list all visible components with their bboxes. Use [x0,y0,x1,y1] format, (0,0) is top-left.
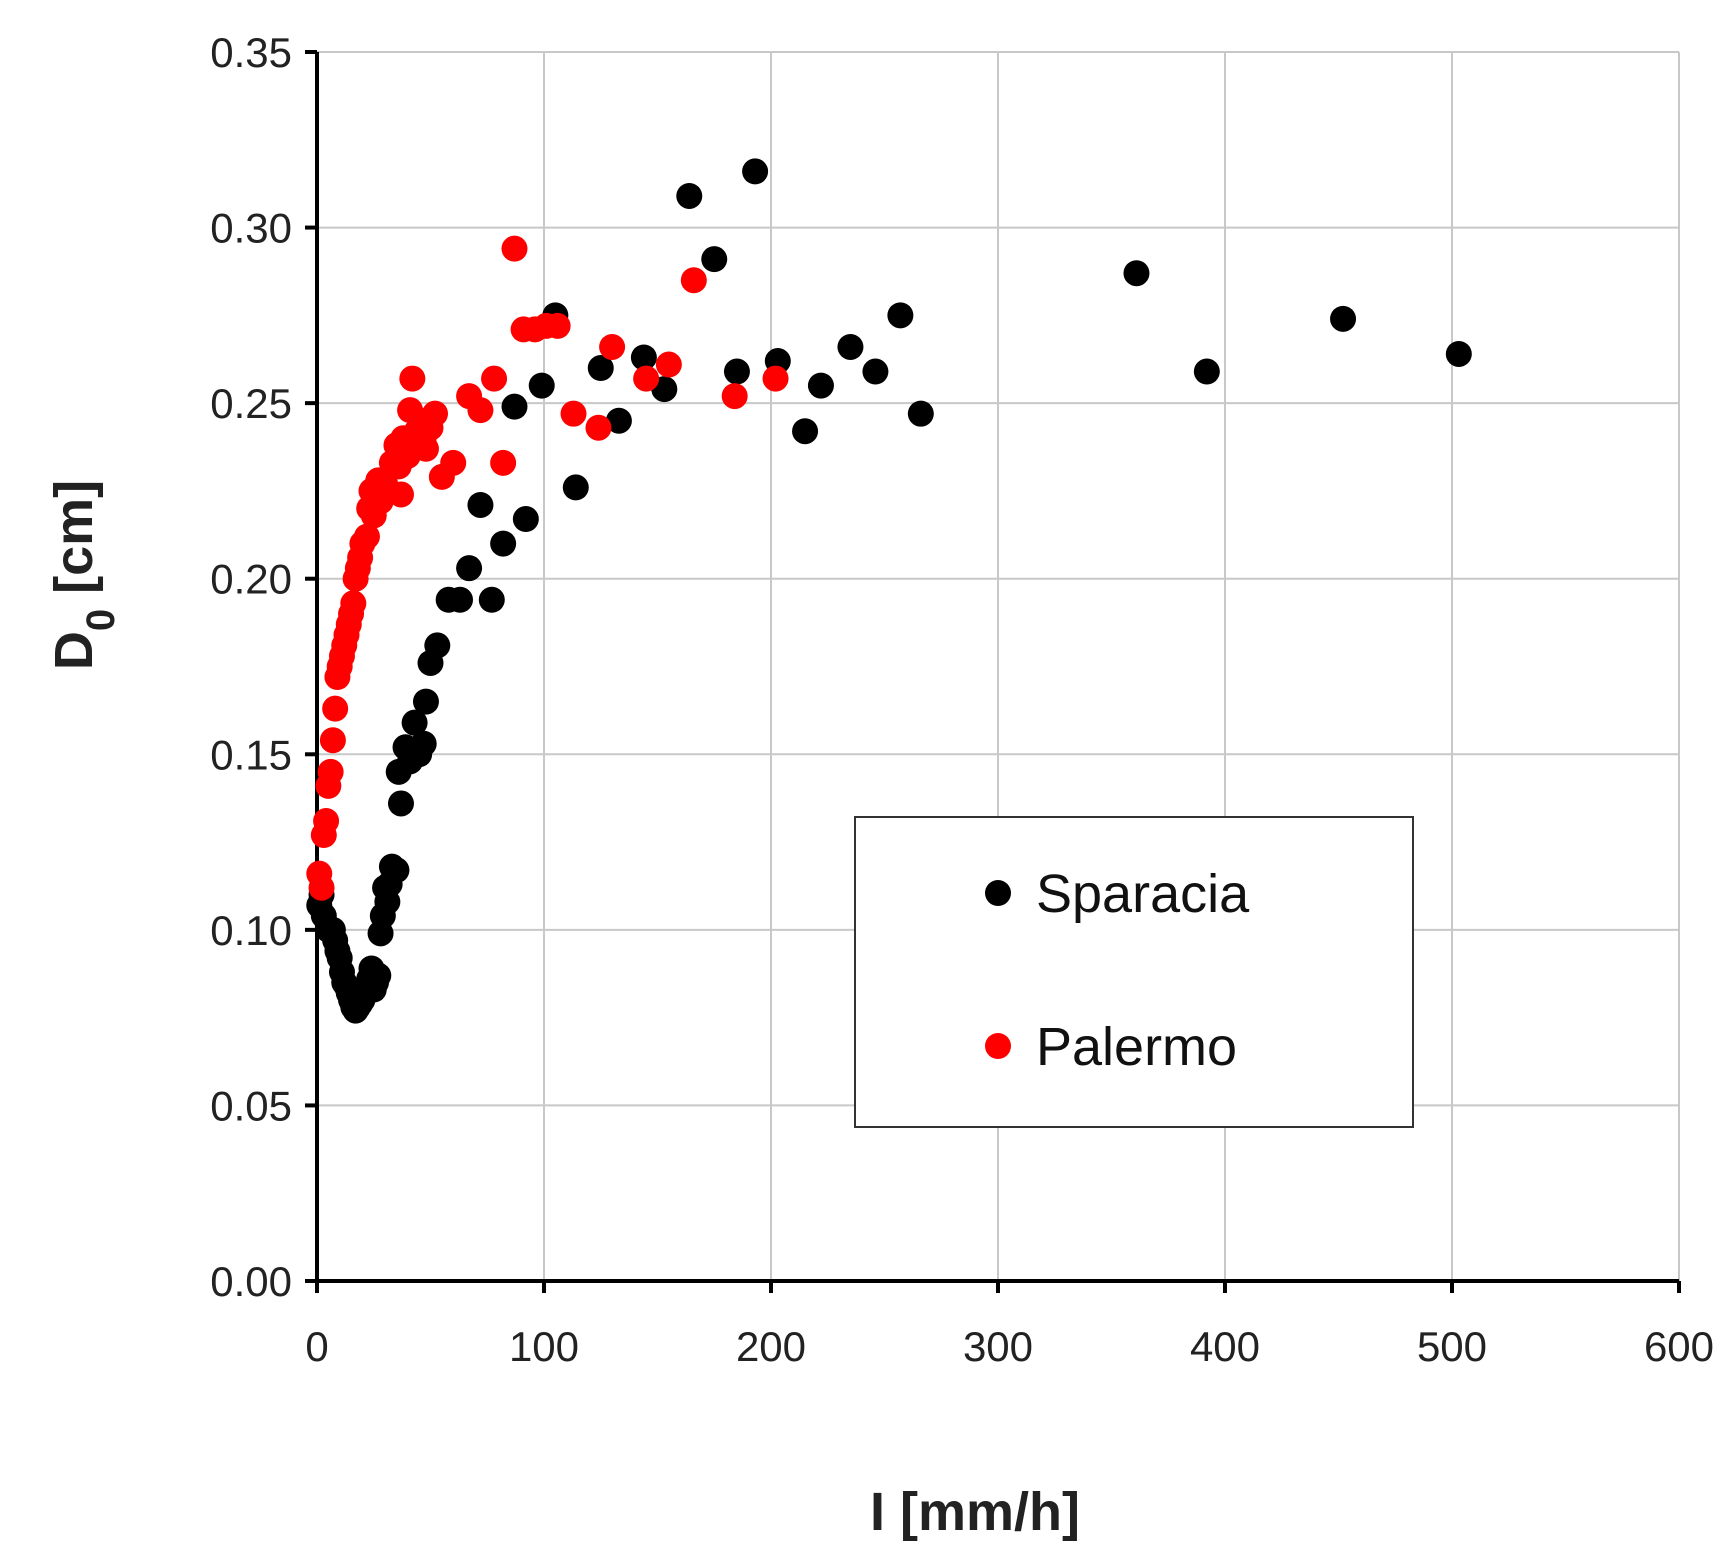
x-tick-label: 600 [1644,1323,1714,1370]
data-point-sparacia [1123,260,1150,287]
data-point-sparacia [501,393,528,420]
data-point-sparacia [907,400,934,427]
data-point-sparacia [1193,358,1220,385]
data-point-sparacia [723,358,750,385]
y-tick-label: 0.20 [210,556,292,603]
data-point-sparacia [587,355,614,382]
data-point-palermo [501,235,528,262]
data-point-palermo [585,414,612,441]
data-point-sparacia [676,182,703,209]
data-point-palermo [340,590,367,617]
data-point-sparacia [630,344,657,371]
y-tick-label: 0.05 [210,1082,292,1129]
data-point-palermo [633,365,660,392]
data-point-palermo [319,727,346,754]
y-tick-label: 0.15 [210,731,292,778]
data-point-palermo [412,435,439,462]
y-tick-label: 0.30 [210,205,292,252]
data-point-sparacia [456,555,483,582]
data-point-sparacia [887,302,914,329]
data-point-sparacia [387,790,414,817]
data-point-sparacia [447,586,474,613]
x-tick-label: 200 [736,1323,806,1370]
data-point-palermo [440,449,467,476]
x-tick-label: 400 [1190,1323,1260,1370]
data-point-sparacia [742,158,769,185]
data-point-palermo [680,267,707,294]
data-point-sparacia [562,474,589,501]
grid [317,51,1680,1281]
data-point-sparacia [490,530,517,557]
y-tick-label: 0.10 [210,907,292,954]
data-point-sparacia [512,506,539,533]
data-point-palermo [490,449,517,476]
y-axis-title-main: D [44,631,104,670]
data-point-sparacia [528,372,555,399]
data-point-sparacia [862,358,889,385]
data-point-palermo [762,365,789,392]
x-axis-title: I [mm/h] [870,1482,1080,1542]
y-tick-label: 0.00 [210,1258,292,1305]
data-point-palermo [599,333,626,360]
data-points [306,158,1472,1024]
data-point-palermo [308,874,335,901]
data-point-sparacia [807,372,834,399]
data-point-palermo [655,351,682,378]
legend-marker-palermo [985,1033,1011,1059]
data-point-palermo [422,400,449,427]
data-point-palermo [322,695,349,722]
x-tick-label: 500 [1417,1323,1487,1370]
data-point-palermo [721,383,748,410]
y-axis-title-unit: [cm] [44,480,104,609]
y-axis-title-subscript: 0 [79,609,123,631]
y-axis-ticks: 0.00 0.05 0.10 0.15 0.20 0.25 0.30 0.35 [210,29,317,1305]
data-point-palermo [353,523,380,550]
legend: Sparacia Palermo [854,816,1414,1128]
data-point-palermo [467,397,494,424]
data-point-palermo [387,481,414,508]
data-point-sparacia [792,418,819,445]
x-axis-ticks: 0 100 200 300 400 500 600 [305,1281,1714,1370]
x-tick-label: 0 [305,1323,328,1370]
x-tick-label: 100 [509,1323,579,1370]
data-point-sparacia [478,586,505,613]
legend-marker-sparacia [985,880,1011,906]
data-point-palermo [560,400,587,427]
data-point-palermo [313,808,340,835]
data-point-sparacia [424,632,451,659]
data-point-sparacia [701,246,728,273]
legend-box [854,816,1414,1128]
data-point-palermo [317,758,344,785]
data-point-palermo [544,312,571,339]
y-axis-title: D0 [cm] [44,480,123,670]
data-point-sparacia [383,857,410,884]
x-tick-label: 300 [963,1323,1033,1370]
data-point-sparacia [412,688,439,715]
legend-label-palermo: Palermo [1036,1017,1237,1077]
data-point-sparacia [1330,305,1357,332]
data-point-sparacia [467,491,494,518]
data-point-sparacia [401,709,428,736]
y-tick-label: 0.25 [210,380,292,427]
data-point-palermo [399,365,426,392]
data-point-palermo [481,365,508,392]
data-point-sparacia [837,333,864,360]
y-tick-label: 0.35 [210,29,292,76]
legend-label-sparacia: Sparacia [1036,864,1250,924]
data-point-sparacia [1445,340,1472,367]
data-point-sparacia [605,407,632,434]
data-point-sparacia [365,962,392,989]
data-point-sparacia [410,730,437,757]
